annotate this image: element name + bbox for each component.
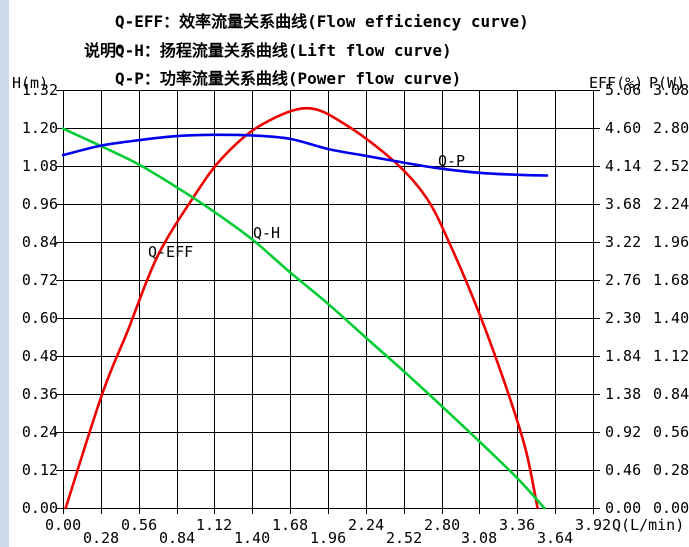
x-tick-label: 0.00 — [45, 516, 82, 534]
y-right-eff-tick-label: 5.06 — [605, 81, 642, 99]
y-right-p-tick-label: 3.08 — [653, 81, 689, 99]
y-right-p-tick-label: 0.84 — [653, 385, 689, 403]
window-edge-strip — [0, 0, 9, 547]
x-tick-label: 3.92 — [575, 516, 612, 534]
x-tick-label: 2.24 — [348, 516, 385, 534]
legend-label: 说明： — [84, 41, 133, 60]
y-right-p-tick-label: 2.52 — [653, 157, 689, 175]
x-tick-label: 1.12 — [196, 516, 233, 534]
title-line-qeff: Q-EFF：效率流量关系曲线(Flow efficiency curve) — [115, 12, 529, 31]
y-left-tick-label: 0.00 — [21, 499, 58, 517]
x-tick-label: 3.64 — [537, 529, 574, 547]
y-right-eff-tick-label: 1.84 — [605, 347, 642, 365]
y-right-eff-tick-label: 0.00 — [605, 499, 642, 517]
y-left-tick-label: 0.48 — [21, 347, 58, 365]
y-right-p-tick-label: 1.12 — [653, 347, 689, 365]
y-left-tick-label: 0.24 — [21, 423, 58, 441]
y-right-eff-tick-label: 2.76 — [605, 271, 642, 289]
curve-label-q-eff: Q-EFF — [148, 243, 194, 261]
y-right-p-tick-label: 1.96 — [653, 233, 689, 251]
y-left-tick-label: 0.12 — [21, 461, 58, 479]
y-left-tick-label: 0.84 — [21, 233, 58, 251]
x-tick-label: 1.96 — [310, 529, 347, 547]
y-left-tick-label: 0.36 — [21, 385, 58, 403]
curve-label-q-p: Q-P — [438, 152, 466, 170]
left-axis-title: H(m) — [12, 74, 49, 92]
x-tick-label: 1.40 — [234, 529, 271, 547]
right-axis-title-p: P(W) — [649, 74, 686, 92]
y-right-eff-tick-label: 4.60 — [605, 119, 642, 137]
y-right-p-tick-label: 0.28 — [653, 461, 689, 479]
y-right-eff-tick-label: 0.46 — [605, 461, 642, 479]
y-right-p-tick-label: 1.40 — [653, 309, 689, 327]
x-tick-label: 2.80 — [424, 516, 461, 534]
curve-label-q-h: Q-H — [253, 224, 281, 242]
y-right-p-tick-label: 2.24 — [653, 195, 689, 213]
y-right-eff-tick-label: 3.22 — [605, 233, 642, 251]
title-line-qh: Q-H：扬程流量关系曲线(Lift flow curve) — [115, 41, 452, 60]
y-left-tick-label: 0.60 — [21, 309, 58, 327]
y-left-tick-label: 1.08 — [21, 157, 58, 175]
y-right-eff-tick-label: 2.30 — [605, 309, 642, 327]
curve-q-h — [61, 127, 546, 510]
y-left-tick-label: 1.32 — [21, 81, 58, 99]
curve-q-eff — [64, 106, 539, 510]
y-left-tick-label: 1.20 — [21, 119, 58, 137]
x-axis-title: Q(L/min) — [612, 516, 685, 534]
y-left-tick-label: 0.96 — [21, 195, 58, 213]
x-tick-label: 0.28 — [83, 529, 120, 547]
y-right-eff-tick-label: 0.92 — [605, 423, 642, 441]
y-right-p-tick-label: 0.00 — [653, 499, 689, 517]
x-tick-label: 3.36 — [499, 516, 536, 534]
title-line-qp: Q-P：功率流量关系曲线(Power flow curve) — [115, 69, 462, 88]
y-right-eff-tick-label: 1.38 — [605, 385, 642, 403]
x-tick-label: 2.52 — [386, 529, 423, 547]
y-left-tick-label: 0.72 — [21, 271, 58, 289]
x-tick-label: 0.84 — [159, 529, 196, 547]
y-right-p-tick-label: 1.68 — [653, 271, 689, 289]
curve-q-p — [61, 133, 549, 177]
y-right-eff-tick-label: 3.68 — [605, 195, 642, 213]
y-right-p-tick-label: 2.80 — [653, 119, 689, 137]
x-tick-label: 0.56 — [121, 516, 158, 534]
y-right-p-tick-label: 0.56 — [653, 423, 689, 441]
y-right-eff-tick-label: 4.14 — [605, 157, 642, 175]
x-tick-label: 1.68 — [272, 516, 309, 534]
x-tick-label: 3.08 — [461, 529, 498, 547]
right-axis-title-eff: EFF(%) — [589, 74, 644, 92]
